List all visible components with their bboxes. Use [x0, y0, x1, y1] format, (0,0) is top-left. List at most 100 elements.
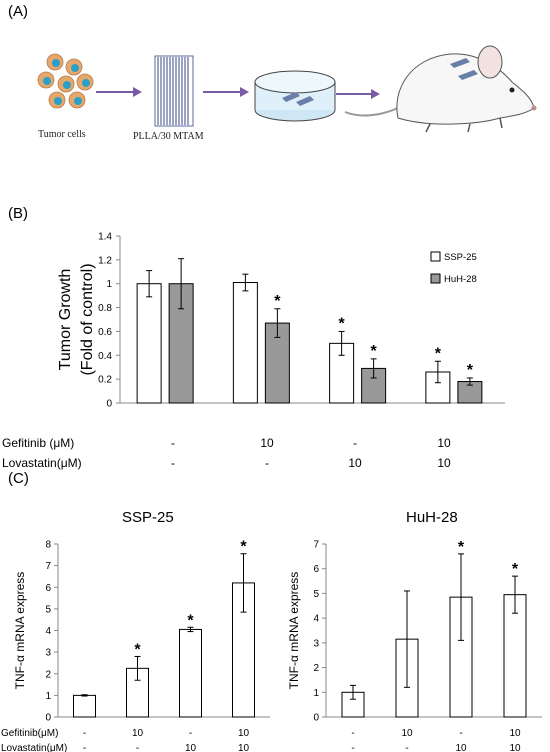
y-tick-label: 1	[313, 688, 319, 699]
y-tick-label: 3	[313, 638, 319, 649]
y-tick-label: 7	[313, 540, 319, 551]
significance-star: *	[134, 641, 141, 658]
gefitinib-row-label: Gefitinib (μM)	[2, 436, 74, 450]
y-tick-label: 4	[313, 614, 319, 625]
y-tick-label: 0	[313, 713, 319, 724]
tumor-cell-nucleus	[82, 79, 90, 87]
bar-ssp-25	[425, 371, 451, 404]
tumor-cells-illustration	[37, 53, 94, 109]
y-tick-label: 6	[45, 583, 51, 594]
lovastatin-row-label: Lovastatin(μM)	[1, 743, 67, 752]
schematic-figure	[37, 45, 537, 133]
significance-star: *	[512, 561, 519, 578]
significance-star: *	[435, 345, 442, 362]
petri-dish-illustration	[254, 70, 336, 122]
gefitinib-value: 10	[401, 728, 413, 739]
y-tick-label: 6	[313, 564, 319, 575]
y-tick-label: 0	[106, 399, 112, 410]
y-tick-label: 1	[106, 279, 112, 290]
ssp25-chart-title: SSP-25	[122, 509, 174, 526]
significance-star: *	[458, 539, 465, 556]
lovastatin-value: -	[265, 456, 269, 470]
lovastatin-value: -	[351, 743, 354, 752]
legend-swatch	[430, 273, 441, 284]
ssp25-tnf-chart: 0 1 2 3 4 5 6 7 8 TNF-α mRNA express - - * 10 - * - 10 * 10…	[1, 539, 270, 752]
y-tick-label: 2	[45, 669, 51, 680]
mouse-illustration	[344, 45, 537, 133]
lovastatin-value: 10	[509, 743, 521, 752]
lovastatin-value: 10	[455, 743, 467, 752]
significance-star: *	[339, 315, 346, 332]
arrow-3	[336, 89, 380, 99]
tumor-cell-nucleus	[43, 77, 51, 85]
significance-star: *	[240, 539, 247, 556]
lovastatin-value: 10	[348, 456, 362, 470]
significance-star: *	[274, 293, 281, 310]
gefitinib-value: -	[351, 728, 354, 739]
legend-swatch	[430, 251, 441, 262]
panel-a-label: (A)	[8, 3, 28, 20]
tumor-cell-nucleus	[71, 64, 79, 72]
y-axis-label: TNF-α mRNA express	[287, 572, 301, 690]
gefitinib-value: -	[83, 728, 86, 739]
gefitinib-value: -	[353, 436, 357, 450]
y-tick-label: 5	[45, 604, 51, 615]
y-axis-label-line2: (Fold of control)	[79, 263, 96, 375]
y-tick-label: 1	[45, 691, 51, 702]
y-axis-label: TNF-α mRNA express	[13, 572, 27, 690]
arrow-2	[203, 87, 249, 97]
tumor-cell-nucleus	[52, 59, 60, 67]
bar-ssp-25	[136, 283, 162, 404]
panel-c-label: (C)	[8, 470, 29, 487]
scaffold-illustration	[154, 55, 194, 127]
y-tick-label: 5	[313, 589, 319, 600]
huh28-tnf-chart: 0 1 2 3 4 5 6 7 TNF-α mRNA express - - 10 - * - 10 * 10 10	[287, 539, 542, 752]
y-tick-label: 1.4	[98, 232, 112, 243]
gefitinib-row-label: Gefitinib(μM)	[1, 728, 58, 739]
tumor-cell-nucleus	[63, 81, 71, 89]
bar-ssp-25	[232, 282, 258, 404]
tumor-cell-nucleus	[54, 97, 62, 105]
y-tick-label: 2	[313, 663, 319, 674]
gefitinib-value: 10	[437, 436, 451, 450]
y-tick-label: 0.8	[98, 303, 112, 314]
lovastatin-value: 10	[185, 743, 197, 752]
y-tick-label: 0.6	[98, 327, 112, 338]
gefitinib-value: 10	[509, 728, 521, 739]
gefitinib-value: -	[459, 728, 462, 739]
bar	[73, 694, 96, 718]
tumor-growth-chart: 0 0.2 0.4 0.6 0.8 1 1.2 1.4 Tumor Growth (Fold of…	[2, 232, 505, 470]
gefitinib-value: 10	[132, 728, 144, 739]
significance-star: *	[371, 343, 378, 360]
legend-label: HuH-28	[444, 274, 477, 285]
significance-star: *	[187, 612, 194, 629]
lovastatin-value: -	[136, 743, 139, 752]
huh28-chart-title: HuH-28	[406, 509, 458, 526]
bar	[179, 628, 202, 718]
y-axis-label-line1: Tumor Growth	[57, 269, 74, 371]
lovastatin-value: -	[83, 743, 86, 752]
tumor-cell-nucleus	[74, 97, 82, 105]
y-tick-label: 4	[45, 626, 51, 637]
legend-label: SSP-25	[444, 252, 477, 263]
scaffold-label: PLLA/30 MTAM	[133, 131, 204, 142]
lovastatin-value: -	[171, 456, 175, 470]
gefitinib-value: 10	[238, 728, 250, 739]
lovastatin-value: -	[405, 743, 408, 752]
y-tick-label: 7	[45, 561, 51, 572]
y-tick-label: 0.4	[98, 351, 112, 362]
y-tick-label: 8	[45, 540, 51, 551]
lovastatin-value: 10	[238, 743, 250, 752]
y-tick-label: 1.2	[98, 255, 112, 266]
y-tick-label: 0	[45, 713, 51, 724]
lovastatin-value: 10	[437, 456, 451, 470]
tumor-cells-label: Tumor cells	[38, 129, 86, 140]
arrow-1	[96, 87, 142, 97]
y-tick-label: 3	[45, 648, 51, 659]
gefitinib-value: -	[189, 728, 192, 739]
gefitinib-value: -	[171, 436, 175, 450]
panel-b-label: (B)	[8, 205, 28, 222]
lovastatin-row-label: Lovastatin(μM)	[2, 456, 82, 470]
y-tick-label: 0.2	[98, 375, 112, 386]
significance-star: *	[467, 362, 474, 379]
